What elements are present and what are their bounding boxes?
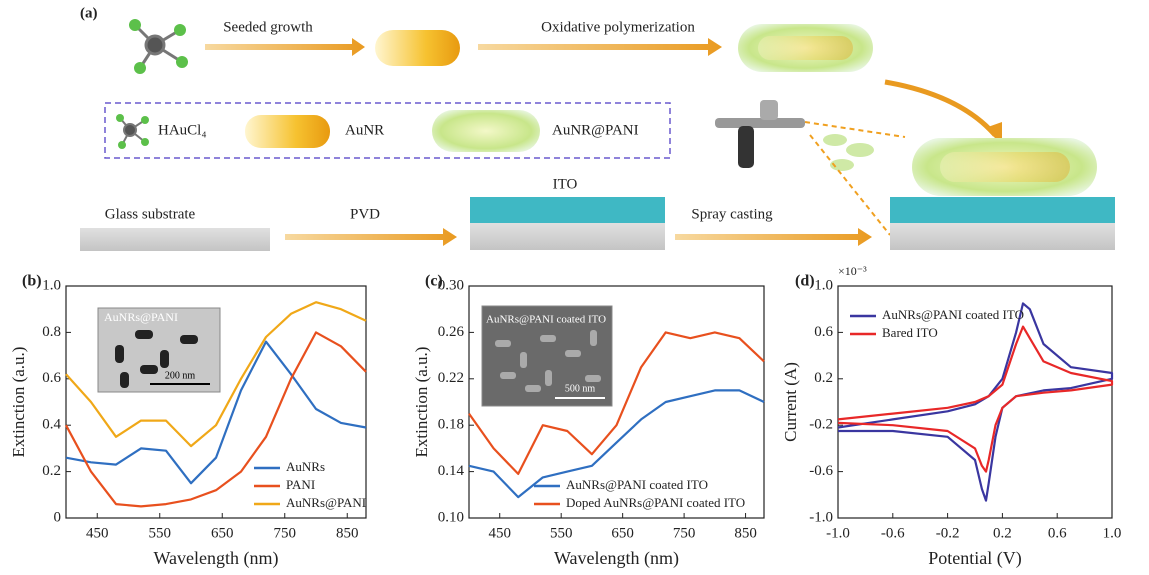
gold-rod bbox=[245, 115, 330, 148]
x-tick-label: 0.6 bbox=[1048, 525, 1067, 541]
figure: (a) Seeded growth Oxidative polymerizati… bbox=[0, 0, 1149, 575]
panel-label: (c) bbox=[425, 273, 443, 290]
x-tick-label: -0.2 bbox=[936, 525, 960, 541]
y-tick-label: 0.6 bbox=[42, 370, 61, 386]
x-tick-label: 750 bbox=[673, 525, 696, 541]
x-tick-label: 1.0 bbox=[1103, 525, 1122, 541]
y-tick-label: 0.6 bbox=[814, 324, 833, 340]
legend-label: AuNRs@PANI bbox=[286, 495, 366, 510]
y-axis-label: Extinction (a.u.) bbox=[9, 347, 28, 458]
y-tick-label: 0.22 bbox=[438, 370, 464, 386]
spray-line bbox=[805, 122, 905, 137]
y-tick-label: -0.6 bbox=[809, 463, 833, 479]
y-axis-label: Current (A) bbox=[781, 362, 800, 442]
glass-layer bbox=[470, 223, 665, 250]
y-tick-label: -1.0 bbox=[809, 509, 833, 525]
panel-label: (a) bbox=[80, 5, 98, 21]
schematic: (a) Seeded growth Oxidative polymerizati… bbox=[80, 5, 1115, 251]
gold-rod bbox=[375, 30, 460, 66]
x-tick-label: 750 bbox=[274, 525, 297, 541]
x-tick-label: 850 bbox=[336, 525, 359, 541]
inset-scale: 500 nm bbox=[565, 383, 596, 394]
legend-label: AuNRs bbox=[286, 459, 325, 474]
y-tick-label: 0.8 bbox=[42, 324, 61, 340]
legend-label: Bared ITO bbox=[882, 325, 938, 340]
x-axis-label: Wavelength (nm) bbox=[153, 548, 278, 569]
coated-rod bbox=[432, 110, 540, 152]
arrow bbox=[285, 228, 457, 246]
droplets bbox=[823, 134, 874, 171]
y-tick-label: 1.0 bbox=[814, 277, 833, 293]
legend-label: AuNRs@PANI coated ITO bbox=[566, 477, 708, 492]
arrow bbox=[205, 38, 365, 56]
x-tick-label: 650 bbox=[611, 525, 634, 541]
inset-label: AuNRs@PANI bbox=[104, 310, 178, 324]
y-tick-label: 0.2 bbox=[42, 463, 61, 479]
x-axis-label: Potential (V) bbox=[928, 548, 1021, 569]
y-tick-label: -0.2 bbox=[809, 417, 833, 433]
step-label: PVD bbox=[350, 206, 380, 222]
step-label: Spray casting bbox=[691, 206, 773, 222]
y-tick-label: 0.2 bbox=[814, 370, 833, 386]
legend-text: AuNR@PANI bbox=[552, 122, 639, 138]
x-tick-label: -1.0 bbox=[826, 525, 850, 541]
ito-label: ITO bbox=[553, 176, 578, 192]
legend-text: AuNR bbox=[345, 122, 384, 138]
x-tick-label: 650 bbox=[211, 525, 234, 541]
x-tick-label: 0.2 bbox=[993, 525, 1012, 541]
inset-scale: 200 nm bbox=[165, 370, 196, 381]
x-tick-label: 550 bbox=[149, 525, 172, 541]
arrow bbox=[478, 38, 722, 56]
y-tick-label: 0 bbox=[54, 509, 62, 525]
y-axis-label: Extinction (a.u.) bbox=[412, 347, 431, 458]
glass-layer bbox=[80, 228, 270, 251]
legend-label: AuNRs@PANI coated ITO bbox=[882, 307, 1024, 322]
x-tick-label: 450 bbox=[86, 525, 109, 541]
series-line bbox=[838, 327, 1112, 472]
inset-label: AuNRs@PANI coated ITO bbox=[486, 314, 606, 326]
x-tick-label: 550 bbox=[550, 525, 573, 541]
legend-text: HAuCl₄ bbox=[158, 122, 207, 138]
y-tick-label: 0.26 bbox=[438, 324, 465, 340]
y-tick-label: 1.0 bbox=[42, 277, 61, 293]
y-tick-label: 0.14 bbox=[438, 463, 465, 479]
rod-core bbox=[758, 36, 853, 60]
x-axis-label: Wavelength (nm) bbox=[554, 548, 679, 569]
arrow bbox=[885, 82, 995, 135]
molecule-icon bbox=[116, 114, 149, 149]
glass-label: Glass substrate bbox=[105, 206, 196, 222]
ito-layer bbox=[890, 197, 1115, 223]
glass-layer bbox=[890, 223, 1115, 250]
y-multiplier: ×10⁻³ bbox=[838, 264, 867, 278]
step-label: Seeded growth bbox=[223, 19, 313, 35]
step-label: Oxidative polymerization bbox=[541, 19, 695, 35]
x-tick-label: 850 bbox=[734, 525, 757, 541]
arrow bbox=[675, 228, 872, 246]
legend-label: PANI bbox=[286, 477, 315, 492]
legend-label: Doped AuNRs@PANI coated ITO bbox=[566, 495, 745, 510]
panel-label: (b) bbox=[22, 273, 42, 290]
molecule-icon bbox=[129, 19, 188, 74]
y-tick-label: 0.10 bbox=[438, 509, 464, 525]
ito-layer bbox=[470, 197, 665, 223]
x-tick-label: 450 bbox=[488, 525, 511, 541]
x-tick-label: -0.6 bbox=[881, 525, 905, 541]
airbrush bbox=[715, 100, 805, 168]
rod-core bbox=[940, 152, 1070, 182]
y-tick-label: 0.18 bbox=[438, 417, 464, 433]
panel-label: (d) bbox=[795, 273, 815, 290]
y-tick-label: 0.4 bbox=[42, 417, 61, 433]
